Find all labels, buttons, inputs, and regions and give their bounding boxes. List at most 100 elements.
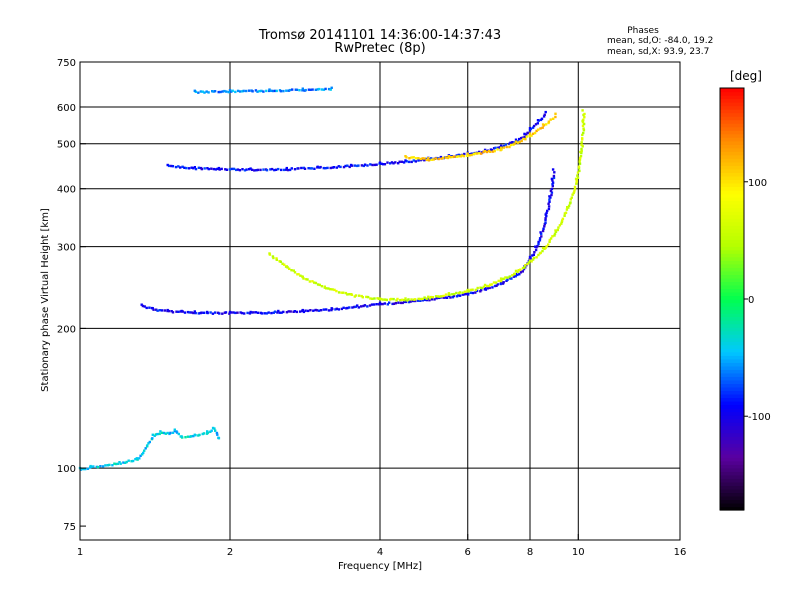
colorbar-segment — [720, 316, 744, 321]
colorbar-segment — [720, 457, 744, 462]
data-point — [278, 311, 282, 314]
data-point — [397, 301, 400, 304]
colorbar-segment — [720, 147, 744, 152]
data-point — [277, 167, 280, 171]
data-point — [576, 176, 580, 179]
data-point — [243, 169, 247, 172]
data-point — [114, 462, 118, 466]
data-point — [141, 453, 144, 456]
colorbar-segment — [720, 270, 744, 275]
data-point — [558, 224, 562, 227]
data-point — [131, 459, 135, 463]
data-point — [581, 124, 585, 127]
data-point — [531, 254, 534, 257]
data-point — [537, 128, 540, 131]
data-point — [434, 157, 437, 160]
colorbar-segment — [720, 495, 744, 501]
x-axis-label: Frequency [MHz] — [338, 561, 422, 572]
data-point — [541, 229, 545, 233]
data-point — [522, 137, 525, 141]
colorbar-segment — [720, 263, 744, 268]
colorbar-segment — [720, 105, 744, 110]
data-point — [217, 90, 220, 94]
data-point — [526, 262, 529, 266]
colorbar-segment — [720, 502, 744, 508]
data-point — [496, 148, 499, 151]
data-point — [444, 296, 447, 299]
data-point — [549, 118, 552, 121]
data-point — [369, 297, 372, 300]
data-point — [479, 286, 482, 289]
data-point — [544, 217, 547, 220]
colorbar-segment — [720, 506, 744, 511]
data-point — [497, 146, 500, 149]
data-point — [362, 304, 365, 308]
data-point — [373, 297, 376, 300]
data-point — [430, 157, 433, 160]
data-point — [349, 163, 353, 167]
data-point — [573, 185, 577, 189]
data-point — [322, 166, 325, 170]
data-point — [438, 295, 441, 298]
data-point — [360, 305, 363, 308]
data-point — [248, 168, 251, 171]
data-point — [544, 221, 547, 225]
data-point — [561, 217, 565, 220]
data-point — [582, 131, 585, 135]
colorbar-segment — [720, 151, 744, 156]
x-tick-label: 16 — [674, 547, 687, 558]
data-point — [197, 312, 200, 315]
colorbar-segment — [720, 492, 744, 497]
data-point — [428, 297, 431, 300]
data-point — [152, 308, 155, 311]
data-point — [169, 431, 172, 435]
data-point — [425, 298, 428, 302]
data-point — [548, 240, 551, 243]
data-point — [417, 159, 420, 162]
data-point — [330, 307, 333, 310]
data-point — [293, 271, 297, 274]
data-point — [199, 90, 203, 93]
data-point — [194, 167, 198, 171]
data-point — [319, 165, 322, 169]
colorbar-segment — [720, 369, 744, 374]
data-point — [331, 166, 334, 169]
data-point — [383, 302, 386, 305]
data-point — [471, 288, 474, 291]
data-point — [493, 284, 497, 288]
data-point — [174, 165, 178, 169]
data-point — [560, 222, 563, 225]
data-point — [206, 431, 210, 434]
data-point — [227, 90, 230, 94]
data-point — [288, 88, 292, 92]
data-point — [279, 260, 282, 263]
colorbar-segment — [720, 218, 744, 223]
colorbar-segment — [720, 453, 744, 458]
colorbar-segment — [720, 485, 744, 490]
data-point — [544, 219, 547, 222]
colorbar-segment — [720, 355, 744, 360]
data-point — [331, 288, 334, 291]
colorbar-segment — [720, 144, 744, 149]
data-point — [475, 152, 479, 155]
data-point — [502, 281, 505, 284]
data-point — [271, 255, 275, 258]
data-point — [455, 291, 458, 295]
data-point — [327, 87, 331, 91]
data-point — [239, 90, 242, 93]
data-point — [499, 282, 502, 286]
data-point — [546, 209, 549, 213]
data-point — [465, 292, 468, 296]
data-point — [281, 262, 284, 265]
data-point — [130, 460, 133, 463]
data-point — [297, 273, 300, 276]
chart-subtitle: RwPretec (8p) — [334, 41, 425, 56]
data-point — [528, 129, 532, 132]
data-point — [514, 275, 517, 278]
data-point — [470, 152, 473, 155]
data-point — [533, 251, 536, 254]
colorbar-segment — [720, 253, 744, 258]
data-point — [311, 88, 314, 91]
data-point — [534, 245, 537, 248]
data-point — [200, 167, 204, 171]
